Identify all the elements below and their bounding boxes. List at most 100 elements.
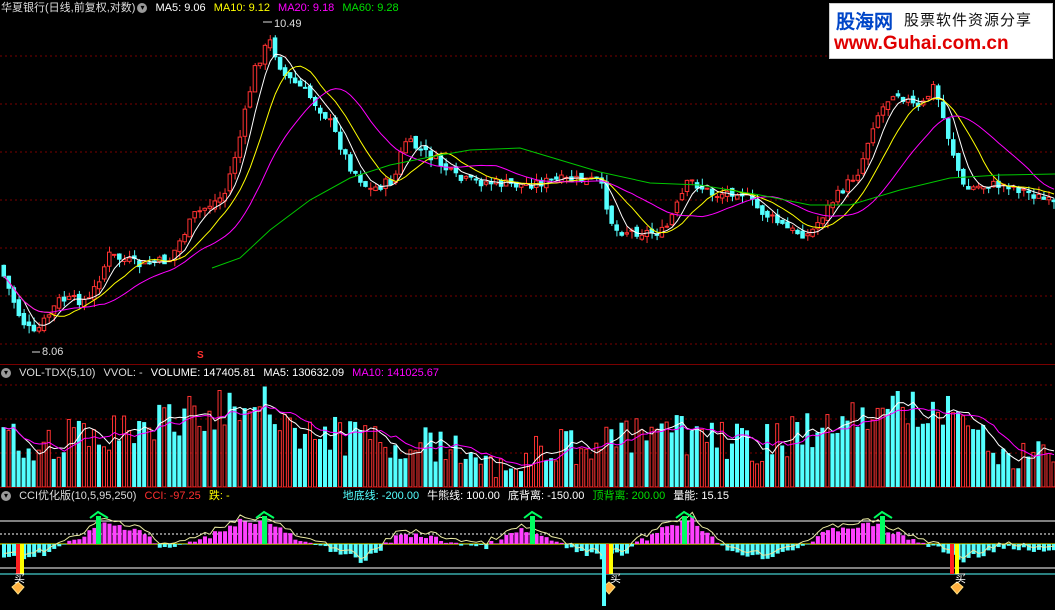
- volume-bar: [359, 430, 362, 487]
- candle-body: [761, 206, 765, 215]
- ma5-label: MA5: 9.06: [156, 2, 206, 14]
- candle-body: [118, 254, 122, 259]
- cci-chart[interactable]: [0, 488, 1055, 610]
- low-price-label: 8.06: [42, 346, 63, 358]
- volume-bar: [545, 461, 548, 487]
- candle-body: [665, 226, 669, 227]
- volume-bar: [313, 439, 316, 487]
- cci-bar: [514, 532, 518, 544]
- candle-body: [720, 194, 724, 198]
- volume-bar: [243, 409, 246, 487]
- cci-bar: [444, 543, 448, 544]
- volume-bar: [715, 448, 718, 487]
- candle-body: [891, 97, 895, 100]
- volume-bar: [158, 405, 161, 487]
- cci-bar: [168, 544, 172, 548]
- volume-bar: [585, 449, 588, 487]
- volume-bar: [298, 449, 301, 487]
- cci-bar: [158, 544, 162, 548]
- cci-bar: [766, 544, 770, 559]
- candle-body: [484, 182, 488, 184]
- cci-bar: [816, 536, 820, 544]
- volume-bar: [268, 415, 271, 487]
- candle-body: [886, 102, 890, 110]
- volume-bar: [92, 430, 95, 487]
- volume-bar: [936, 412, 939, 487]
- volume-bar: [856, 427, 859, 487]
- volume-bar: [42, 442, 45, 487]
- volume-bar: [957, 412, 960, 487]
- cci-bar: [916, 543, 920, 544]
- candle-body: [238, 137, 242, 157]
- cci-pane[interactable]: ▾ CCI优化版(10,5,95,250) CCI: -97.25 跌: - 地…: [0, 487, 1055, 610]
- volume-bar: [921, 424, 924, 487]
- candle-body: [374, 187, 378, 190]
- cci-bar: [128, 530, 132, 544]
- volume-bar: [404, 459, 407, 487]
- buy-label: 买: [14, 570, 25, 586]
- candle-body: [1027, 191, 1031, 192]
- candle-body: [364, 182, 368, 187]
- cci-bar: [519, 528, 523, 544]
- cci-bar: [394, 535, 398, 544]
- cci-bar: [213, 531, 217, 544]
- volume-chart[interactable]: [0, 365, 1055, 488]
- guhai-logo: 股海网 股票软件资源分享 www.Guhai.com.cn: [829, 3, 1053, 59]
- candle-body: [419, 149, 423, 150]
- candle-body: [369, 188, 373, 189]
- volume-bar: [524, 453, 527, 487]
- cci-bar: [223, 531, 227, 544]
- volume-bar: [881, 408, 884, 487]
- candle-body: [404, 142, 408, 153]
- volume-bar: [685, 455, 688, 487]
- volume-bar: [108, 450, 111, 487]
- volume-bar: [911, 392, 914, 487]
- candle-body: [841, 191, 845, 193]
- cci-bar: [715, 543, 719, 544]
- candle-body: [57, 298, 61, 308]
- volume-label: VOLUME: 147405.81: [151, 367, 256, 379]
- chevron-down-icon[interactable]: ▾: [137, 3, 147, 13]
- cci-bar: [434, 537, 438, 544]
- candle-body: [856, 175, 860, 180]
- candle-body: [344, 150, 348, 154]
- volume-bar: [223, 425, 226, 487]
- candle-body: [786, 222, 790, 228]
- candle-body: [97, 282, 101, 289]
- volume-bar: [846, 421, 849, 487]
- candle-body: [580, 173, 584, 181]
- volume-bar: [52, 459, 55, 487]
- volume-bar: [464, 459, 467, 487]
- volume-bar: [946, 396, 949, 487]
- volume-bar: [128, 431, 131, 487]
- cci-bar: [188, 542, 192, 544]
- cci-bar: [198, 539, 202, 544]
- chevron-down-icon[interactable]: ▾: [1, 368, 11, 378]
- candle-body: [821, 218, 825, 224]
- chevron-down-icon[interactable]: ▾: [1, 491, 11, 501]
- volume-bar: [173, 432, 176, 487]
- volume-bar: [374, 427, 377, 487]
- volume-bar: [816, 433, 819, 487]
- cci-bar: [761, 544, 765, 559]
- sell-signal-bar: [262, 516, 267, 544]
- cci-bar: [690, 516, 694, 544]
- volume-bar: [288, 418, 291, 487]
- volume-bar: [479, 464, 482, 487]
- cci-bar: [77, 539, 81, 544]
- volume-pane[interactable]: ▾ VOL-TDX(5,10) VVOL: - VOLUME: 147405.8…: [0, 364, 1055, 488]
- candle-body: [62, 297, 66, 301]
- price-pane[interactable]: 华夏银行(日线,前复权,对数)▾ MA5: 9.06 MA10: 9.12 MA…: [0, 0, 1055, 364]
- cci-bar: [479, 544, 483, 545]
- candle-body: [22, 313, 26, 324]
- ma20-label: MA20: 9.18: [278, 2, 334, 14]
- candle-body: [871, 129, 875, 143]
- candle-body: [806, 234, 810, 236]
- cci-bar: [349, 544, 353, 554]
- candle-body: [228, 174, 232, 191]
- cci-bar: [962, 544, 966, 562]
- volume-bar: [675, 416, 678, 487]
- cci-bar: [208, 538, 212, 544]
- candle-body: [293, 78, 297, 83]
- volume-bar: [776, 424, 779, 487]
